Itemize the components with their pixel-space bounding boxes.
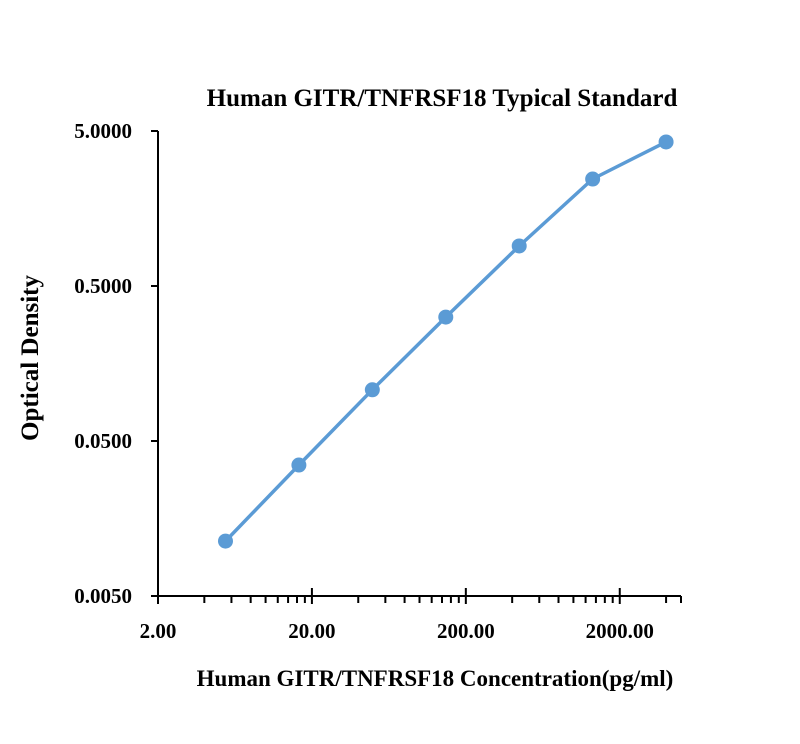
- chart-title: Human GITR/TNFRSF18 Typical Standard: [207, 85, 678, 112]
- data-point: [585, 171, 601, 187]
- x-tick-label: 2.00: [140, 619, 177, 643]
- data-point: [364, 382, 380, 398]
- data-point: [438, 309, 454, 325]
- data-point: [658, 134, 674, 150]
- y-axis-label: Optical Density: [17, 275, 44, 441]
- x-tick-label: 20.00: [288, 619, 335, 643]
- data-point: [291, 457, 307, 473]
- series-line: [224, 140, 667, 543]
- y-tick-label: 0.5000: [74, 274, 132, 298]
- x-tick-label: 200.00: [437, 619, 495, 643]
- x-tick-label: 2000.00: [586, 619, 654, 643]
- y-tick-label: 5.0000: [74, 119, 132, 143]
- x-axis-label: Human GITR/TNFRSF18 Concentration(pg/ml): [197, 666, 674, 691]
- y-tick-label: 0.0050: [74, 584, 132, 608]
- data-point: [217, 533, 233, 549]
- data-point: [511, 238, 527, 254]
- y-tick-label: 0.0500: [74, 429, 132, 453]
